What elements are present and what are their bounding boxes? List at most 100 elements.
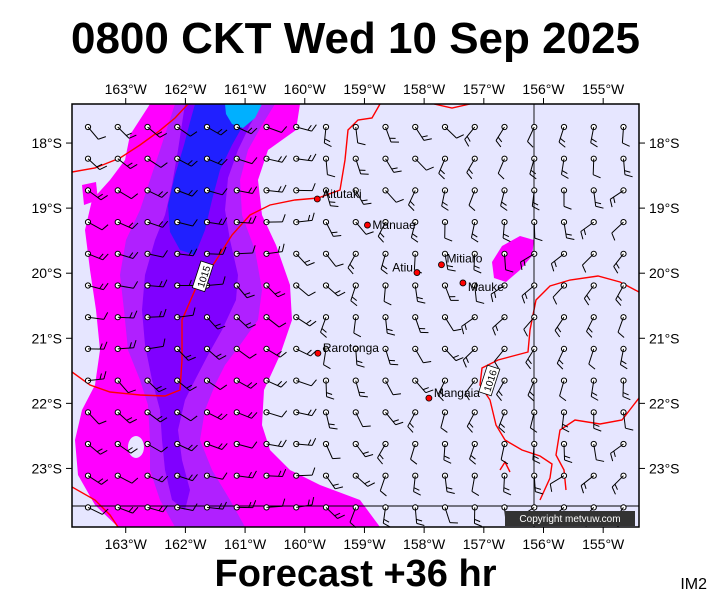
wind-barb <box>144 187 169 198</box>
wind-barb <box>352 314 362 338</box>
wind-barb <box>466 155 478 180</box>
lat-label-left: 18°S <box>31 135 62 151</box>
lat-label-right: 21°S <box>649 330 680 346</box>
wind-barb <box>174 503 198 511</box>
wind-barb <box>144 250 168 258</box>
wind-barb <box>322 377 335 400</box>
lat-label-left: 19°S <box>31 200 62 216</box>
wind-barb <box>560 187 572 210</box>
wind-barb <box>320 314 330 338</box>
wind-barb <box>263 155 287 163</box>
wind-barb <box>293 467 316 479</box>
lon-label-bottom: 157°W <box>463 536 506 552</box>
wind-barb <box>620 123 630 147</box>
wind-barb <box>559 377 568 402</box>
wind-barb <box>613 250 627 274</box>
lon-label-top: 162°W <box>164 81 207 97</box>
wind-barb <box>529 155 538 180</box>
wind-barb <box>174 440 198 452</box>
wind-barb <box>441 250 456 272</box>
wind-barb <box>350 282 359 307</box>
wind-barb <box>293 437 317 448</box>
wind-barb <box>174 187 198 197</box>
wind-barb <box>471 504 483 527</box>
wind-barb <box>84 155 108 171</box>
wind-barb <box>263 243 285 257</box>
copyright-text: Copyright metvuw.com <box>519 514 620 525</box>
places: Aitutaki Manuae Atiu Mitiaro Mauke Rarotonga M… <box>313 187 504 402</box>
wind-barb <box>263 345 287 358</box>
wind-barb <box>263 377 288 388</box>
wind-barb <box>84 440 108 455</box>
wind-barb <box>233 470 257 479</box>
lon-label-bottom: 160°W <box>284 536 327 552</box>
rain-intense-area <box>168 104 258 255</box>
lon-label-bottom: 155°W <box>582 536 625 552</box>
wind-barb <box>468 187 478 212</box>
forecast-label: Forecast +36 hr <box>214 553 497 595</box>
wind-barb <box>620 377 631 401</box>
wind-barb <box>263 469 287 479</box>
wind-barb <box>322 187 339 207</box>
wind-barb <box>523 314 538 337</box>
wind-barb <box>560 440 573 464</box>
wind-barb <box>382 123 399 143</box>
wind-barb <box>382 377 402 396</box>
isobar-line <box>433 104 471 109</box>
lon-label-bottom: 156°W <box>522 536 565 552</box>
wind-barb <box>590 123 598 148</box>
wind-barb <box>144 409 168 423</box>
wind-barb <box>377 219 389 243</box>
copyright-box: Copyright metvuw.com <box>505 511 635 526</box>
wind-barb <box>293 123 317 132</box>
lon-label-top: 161°W <box>224 81 267 97</box>
wind-barb <box>114 281 139 289</box>
wind-barb <box>382 187 404 203</box>
wind-barb <box>233 245 256 257</box>
wind-barb <box>500 187 508 211</box>
wind-barb <box>377 440 389 465</box>
wind-barb <box>550 250 568 272</box>
wind-barb <box>407 409 419 433</box>
wind-barb <box>322 345 331 370</box>
lat-label-right: 19°S <box>649 200 680 216</box>
isobars <box>72 104 639 527</box>
wind-barb <box>470 219 479 243</box>
wind-barb <box>293 250 315 266</box>
wind-barb <box>84 123 107 140</box>
wind-barb <box>84 504 109 515</box>
wind-barb <box>203 123 228 136</box>
wind-barb <box>114 504 139 514</box>
wind-barb <box>233 282 255 299</box>
wind-barb <box>580 219 597 240</box>
wind-barb <box>233 314 256 329</box>
wind-barb <box>412 504 425 526</box>
wind-barb <box>581 250 597 273</box>
lat-label-right: 20°S <box>649 265 680 281</box>
wind-barb <box>144 219 169 228</box>
lon-label-bottom: 162°W <box>164 536 207 552</box>
place-marker: Atiu <box>392 261 421 276</box>
lon-label-top: 159°W <box>343 81 386 97</box>
wind-barb <box>410 219 419 243</box>
wind-barb <box>588 345 597 370</box>
wind-barb <box>114 123 137 139</box>
wind-barb <box>203 472 228 480</box>
wind-barb <box>619 345 628 370</box>
wind-barb <box>263 282 286 298</box>
wind-barb <box>203 187 228 196</box>
wind-barb <box>379 472 389 497</box>
wind-barb <box>560 219 575 241</box>
wind-barb <box>412 345 432 364</box>
wind-barb <box>322 155 336 178</box>
wind-barb <box>84 409 107 425</box>
wind-barb <box>144 279 168 289</box>
wind-barb <box>352 377 368 398</box>
isobar-line <box>479 275 639 501</box>
wind-barb <box>380 250 389 275</box>
wind-barb <box>495 123 508 148</box>
wind-barb <box>263 498 286 511</box>
map-title: 0800 CKT Wed 10 Sep 2025 <box>70 14 641 63</box>
wind-barb <box>84 312 109 321</box>
wind-barb <box>441 187 449 211</box>
